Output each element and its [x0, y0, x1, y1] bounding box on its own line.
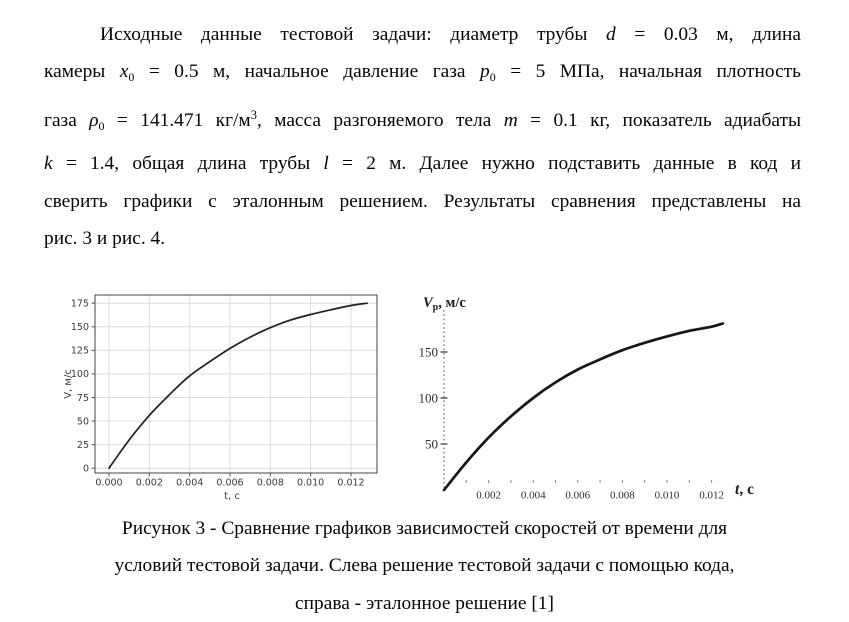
paragraph-line: k = 1.4, общая длина трубы l = 2 м. Дале…	[44, 153, 801, 175]
svg-text:25: 25	[77, 440, 89, 451]
svg-text:V, м/с: V, м/с	[63, 369, 74, 399]
svg-text:t, с: t, с	[224, 491, 240, 502]
svg-text:0: 0	[83, 464, 89, 475]
svg-text:0.006: 0.006	[565, 490, 590, 502]
svg-text:175: 175	[71, 299, 89, 310]
svg-text:0.000: 0.000	[95, 478, 122, 489]
figure-caption: Рисунок 3 - Сравнение графиков зависимос…	[0, 510, 849, 622]
svg-text:0.002: 0.002	[136, 478, 163, 489]
svg-text:125: 125	[71, 346, 89, 357]
svg-text:0.004: 0.004	[176, 478, 203, 489]
svg-text:50: 50	[425, 437, 438, 452]
svg-text:75: 75	[77, 393, 89, 404]
right-chart-reference-solution: 50 100 150 0.002 0.004 0.006 0.008 0.010 0.012 Vp…	[419, 295, 755, 502]
svg-text:0.004: 0.004	[521, 490, 546, 502]
left-chart-code-solution: 0.000 0.002 0.004 0.006 0.008 0.010 0.012 0 25 50…	[63, 294, 378, 502]
svg-text:0.002: 0.002	[476, 490, 501, 502]
svg-text:t, с: t, с	[735, 481, 754, 498]
paragraph-line: Исходные данные тестовой задачи: диаметр…	[100, 24, 802, 45]
svg-text:0.010: 0.010	[655, 490, 680, 502]
svg-text:0.012: 0.012	[699, 490, 724, 502]
svg-text:Vp, м/с: Vp, м/с	[423, 295, 466, 313]
paragraph-line: рис. 3 и рис. 4.	[44, 228, 166, 250]
svg-text:0.010: 0.010	[297, 478, 324, 489]
body-paragraph: Исходные данные тестовой задачи: диаметр…	[44, 16, 801, 257]
svg-text:150: 150	[71, 322, 89, 333]
svg-text:0.008: 0.008	[610, 490, 635, 502]
svg-text:0.012: 0.012	[337, 478, 364, 489]
caption-line: условий тестовой задачи. Слева решение т…	[114, 555, 735, 577]
caption-line: Рисунок 3 - Сравнение графиков зависимос…	[121, 518, 728, 539]
paragraph-line: газа ρ0 = 141.471 кг/м3, масса разгоняем…	[44, 107, 801, 133]
svg-text:50: 50	[77, 416, 89, 427]
svg-text:100: 100	[419, 391, 439, 406]
svg-text:150: 150	[419, 345, 439, 360]
paragraph-line: сверить графики с эталонным решением. Ре…	[44, 190, 801, 212]
paragraph-line: камеры x0 = 0.5 м, начальное давление га…	[44, 61, 801, 85]
caption-line: справа - эталонное решение [1]	[295, 592, 554, 614]
svg-text:100: 100	[71, 369, 89, 380]
document-page: { "page": { "background": "#ffffff", "te…	[44, 16, 802, 614]
svg-text:0.006: 0.006	[216, 478, 243, 489]
svg-text:0.008: 0.008	[257, 478, 284, 489]
